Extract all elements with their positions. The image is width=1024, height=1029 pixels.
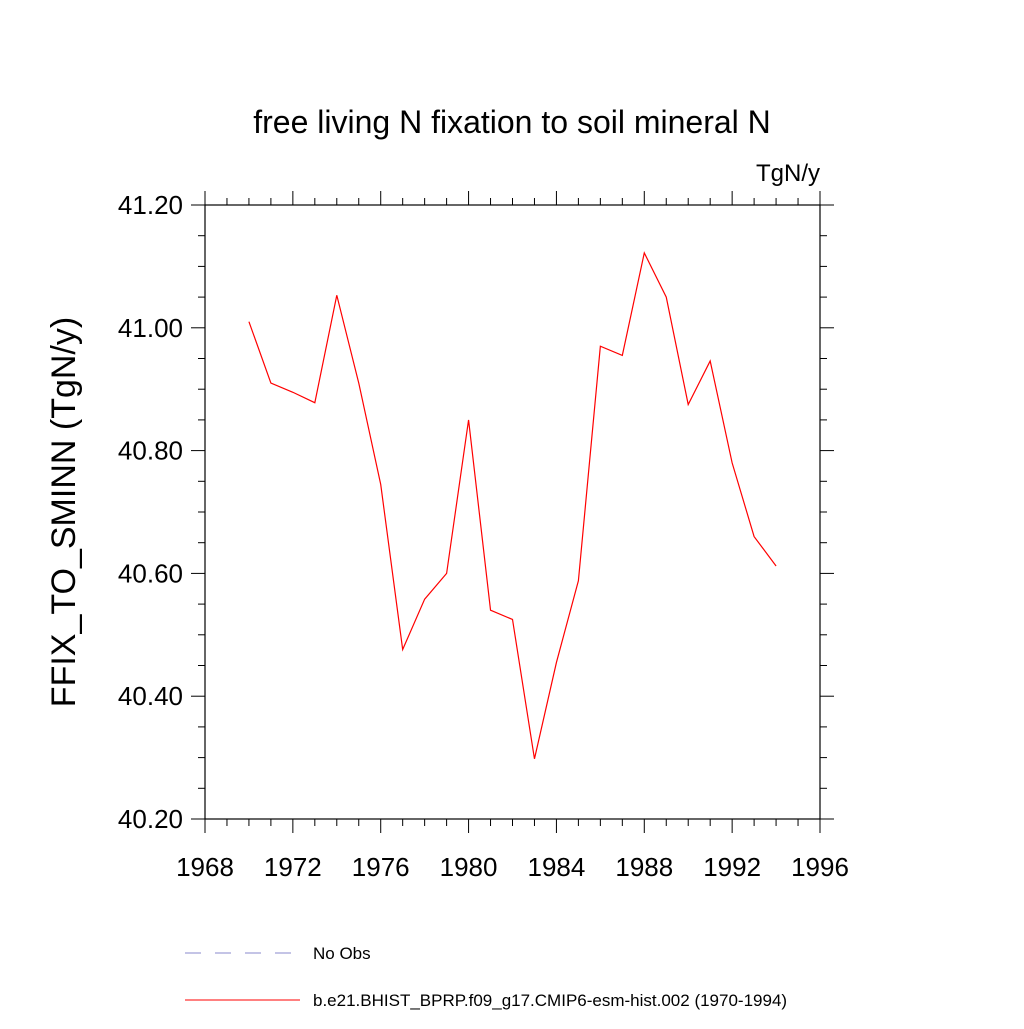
data-point <box>534 758 535 759</box>
data-point <box>314 402 315 403</box>
legend-label-model-series: b.e21.BHIST_BPRP.f09_g17.CMIP6-esm-hist.… <box>313 991 787 1010</box>
y-tick-label: 40.40 <box>118 681 183 711</box>
data-point <box>688 404 689 405</box>
data-point <box>270 382 271 383</box>
data-point <box>710 360 711 361</box>
x-tick-label: 1996 <box>791 852 849 882</box>
data-point <box>556 662 557 663</box>
data-point <box>754 536 755 537</box>
y-tick-label: 40.80 <box>118 436 183 466</box>
data-point <box>424 599 425 600</box>
x-tick-label: 1988 <box>615 852 673 882</box>
x-axis-ticks: 1968 1972 1976 1980 1984 1988 1992 1996 <box>176 191 849 882</box>
plot-frame <box>204 204 821 820</box>
y-axis-ticks: 40.20 40.40 40.60 40.80 41.00 41.20 <box>118 190 834 834</box>
legend: No Obs b.e21.BHIST_BPRP.f09_g17.CMIP6-es… <box>185 944 787 1010</box>
units-label: TgN/y <box>756 160 820 187</box>
x-tick-label: 1968 <box>176 852 234 882</box>
series-layer <box>248 251 777 759</box>
x-tick-label: 1984 <box>528 852 586 882</box>
data-point <box>490 610 491 611</box>
x-tick-label: 1972 <box>264 852 322 882</box>
x-tick-label: 1980 <box>440 852 498 882</box>
x-tick-label: 1992 <box>703 852 761 882</box>
data-point <box>468 419 469 420</box>
data-point <box>512 619 513 620</box>
data-point <box>292 392 293 393</box>
data-point <box>248 321 249 322</box>
legend-label-no-obs: No Obs <box>313 944 371 963</box>
data-point <box>732 462 733 463</box>
data-point <box>402 649 403 650</box>
data-point <box>336 295 337 296</box>
data-point <box>380 484 381 485</box>
y-tick-label: 41.00 <box>118 313 183 343</box>
data-point <box>775 565 776 566</box>
data-point <box>622 355 623 356</box>
series-line-0 <box>248 251 777 759</box>
y-tick-label: 41.20 <box>118 190 183 220</box>
y-axis-label: FFIX_TO_SMINN (TgN/y) <box>45 317 83 707</box>
data-point <box>666 297 667 298</box>
data-point <box>644 252 645 253</box>
x-tick-label: 1976 <box>352 852 410 882</box>
data-point <box>578 580 579 581</box>
data-point <box>600 346 601 347</box>
y-tick-label: 40.60 <box>118 558 183 588</box>
data-point <box>446 573 447 574</box>
chart-title: free living N fixation to soil mineral N <box>253 104 771 140</box>
data-point <box>358 382 359 383</box>
y-tick-label: 40.20 <box>118 804 183 834</box>
